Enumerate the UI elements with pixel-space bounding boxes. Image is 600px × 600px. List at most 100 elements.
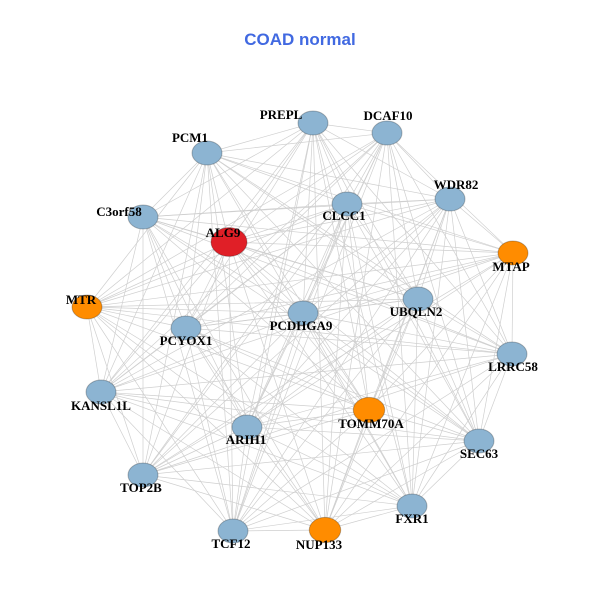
network-edge	[206, 122, 314, 154]
network-edge	[302, 312, 370, 411]
network-edge	[386, 132, 419, 300]
network-edge	[386, 132, 513, 355]
network-edge	[302, 312, 480, 442]
network-edge	[232, 440, 480, 532]
network-edge	[185, 312, 304, 329]
network-edge	[100, 216, 144, 393]
network-edge	[142, 122, 314, 218]
network-edge	[142, 312, 304, 476]
network-edge	[228, 241, 326, 531]
network-edge	[232, 409, 370, 532]
network-edge	[228, 241, 413, 507]
network-edge	[232, 203, 348, 532]
network-node-wdr82	[434, 186, 466, 212]
network-node-alg9	[210, 227, 248, 257]
network-edge	[246, 298, 419, 428]
network-node-mtr	[71, 294, 103, 320]
network-node-pcdhga9	[287, 300, 319, 326]
node-label-nup133: NUP133	[296, 537, 343, 552]
edges-layer	[86, 122, 514, 532]
network-edge	[86, 306, 370, 411]
network-edge	[142, 216, 370, 411]
network-node-tomm70a	[352, 396, 386, 424]
network-node-top2b	[127, 462, 159, 488]
network-node-pcm1	[191, 140, 223, 166]
network-edge	[100, 203, 348, 393]
node-label-sec63: SEC63	[460, 446, 499, 461]
network-edge	[312, 122, 413, 507]
network-edge	[206, 152, 513, 355]
network-edge	[86, 306, 102, 393]
network-edge	[302, 203, 348, 314]
network-node-arih1	[231, 414, 263, 440]
network-edge	[185, 252, 514, 329]
network-edge	[232, 426, 248, 532]
network-edge	[185, 122, 314, 329]
network-edge	[411, 353, 513, 507]
network-node-lrrc58	[496, 341, 528, 367]
node-label-alg9: ALG9	[206, 225, 241, 240]
network-node-c3orf58	[127, 204, 159, 230]
network-edge	[206, 152, 234, 532]
network-edge	[142, 252, 514, 476]
network-edge	[100, 391, 413, 507]
network-edge	[86, 198, 451, 308]
network-edge	[417, 198, 451, 300]
node-label-clcc1: CLCC1	[322, 208, 365, 223]
network-node-sec63	[463, 428, 495, 454]
network-edge	[324, 198, 451, 531]
network-edge	[100, 152, 208, 393]
network-edge	[449, 198, 514, 254]
node-label-arih1: ARIH1	[226, 432, 266, 447]
network-edge	[142, 216, 304, 314]
network-edge	[411, 298, 419, 507]
network-edge	[86, 241, 230, 308]
node-label-mtap: MTAP	[492, 259, 529, 274]
network-edge	[417, 298, 513, 355]
network-edge	[246, 426, 326, 531]
network-node-ubqln2	[402, 286, 434, 312]
network-edge	[86, 306, 513, 355]
network-edge	[246, 198, 451, 428]
node-label-top2b: TOP2B	[120, 480, 162, 495]
node-label-lrrc58: LRRC58	[488, 359, 538, 374]
network-edge	[302, 122, 314, 314]
network-edge	[86, 306, 234, 532]
network-edge	[449, 198, 513, 355]
node-label-pcm1: PCM1	[172, 130, 208, 145]
network-edge	[246, 122, 314, 428]
network-edge	[142, 298, 419, 476]
network-edge	[185, 327, 234, 532]
network-edge	[386, 132, 480, 442]
network-edge	[302, 312, 513, 355]
network-node-nup133	[308, 516, 342, 544]
network-edge	[312, 122, 419, 300]
network-edge	[142, 216, 480, 442]
network-node-fxr1	[396, 493, 428, 519]
network-edge	[100, 391, 480, 442]
network-edge	[246, 252, 514, 428]
network-edge	[142, 216, 234, 532]
network-edge	[142, 216, 514, 254]
network-edge	[185, 152, 208, 329]
network-node-tcf12	[217, 518, 249, 544]
labels-layer: PCM1 PREPL DCAF10 WDR82 C3orf58 ALG9 CLCC1 MTAP…	[66, 107, 539, 552]
network-edge	[86, 132, 388, 308]
network-edge	[142, 426, 248, 476]
network-edge	[346, 203, 514, 254]
network-edge	[185, 327, 413, 507]
network-edge	[246, 353, 513, 428]
network-edge	[100, 312, 304, 393]
network-edge	[411, 440, 480, 507]
network-edge	[324, 353, 513, 531]
network-edge	[232, 312, 304, 532]
network-node-prepl	[297, 110, 329, 136]
network-edge	[142, 216, 326, 531]
network-edge	[86, 298, 419, 308]
network-edge	[511, 252, 514, 355]
network-edge	[246, 132, 388, 428]
network-edge	[100, 353, 513, 393]
network-edge	[142, 474, 413, 507]
network-edge	[86, 306, 248, 428]
network-edge	[417, 298, 480, 442]
